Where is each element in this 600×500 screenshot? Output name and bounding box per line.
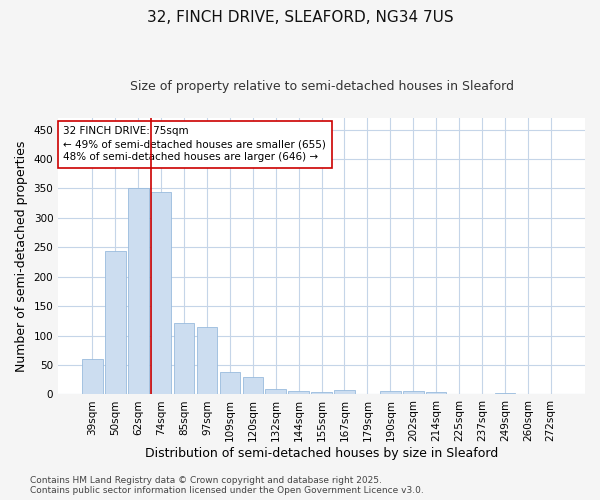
Bar	[403, 391, 424, 394]
Text: 32 FINCH DRIVE: 75sqm
← 49% of semi-detached houses are smaller (655)
48% of sem: 32 FINCH DRIVE: 75sqm ← 49% of semi-deta…	[64, 126, 326, 162]
Bar	[380, 391, 401, 394]
Bar	[128, 188, 149, 394]
Title: Size of property relative to semi-detached houses in Sleaford: Size of property relative to semi-detach…	[130, 80, 514, 93]
Bar	[265, 389, 286, 394]
Y-axis label: Number of semi-detached properties: Number of semi-detached properties	[15, 140, 28, 372]
Text: Contains HM Land Registry data © Crown copyright and database right 2025.
Contai: Contains HM Land Registry data © Crown c…	[30, 476, 424, 495]
Bar	[242, 377, 263, 394]
Bar	[151, 192, 172, 394]
Bar	[426, 392, 446, 394]
X-axis label: Distribution of semi-detached houses by size in Sleaford: Distribution of semi-detached houses by …	[145, 447, 498, 460]
Bar	[334, 390, 355, 394]
Bar	[174, 322, 194, 394]
Bar	[289, 391, 309, 394]
Bar	[197, 328, 217, 394]
Bar	[82, 359, 103, 394]
Bar	[311, 392, 332, 394]
Bar	[220, 372, 240, 394]
Text: 32, FINCH DRIVE, SLEAFORD, NG34 7US: 32, FINCH DRIVE, SLEAFORD, NG34 7US	[146, 10, 454, 25]
Bar	[105, 251, 125, 394]
